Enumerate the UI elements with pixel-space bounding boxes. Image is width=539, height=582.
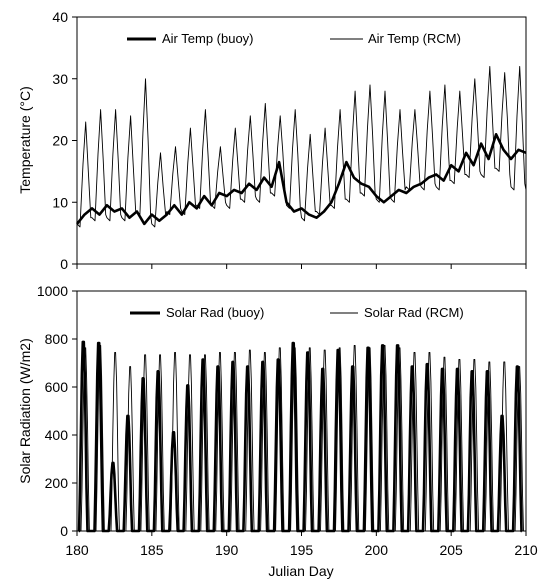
solar-y-tick-label: 0 [60,523,68,539]
legend-label-air-temp-rcm: Air Temp (RCM) [368,31,461,46]
solar-x-tick-label: 200 [365,542,389,558]
solar-y-axis-title: Solar Radiation (W/m2) [17,338,33,484]
legend-label-solar-rad-buoy: Solar Rad (buoy) [166,305,264,320]
solar-x-tick-label: 210 [514,542,538,558]
temperature-series-air-temp-buoy-line [75,133,527,226]
legend-label-air-temp-buoy: Air Temp (buoy) [162,31,254,46]
solar-x-tick-label: 190 [215,542,239,558]
temperature-y-tick-label: 0 [60,256,68,272]
solar-series-solar-rad-rcm-line [80,344,524,532]
solar-y-tick-label: 400 [45,427,69,443]
solar-y-tick-label: 600 [45,379,69,395]
temperature-series-air-temp-rcm-line [76,65,527,228]
solar-x-tick-label: 195 [290,542,314,558]
temperature-y-tick-label: 30 [52,71,68,87]
temperature-chart: Temperature (°C) 0 10 20 30 40 Air Temp (buo… [17,9,527,272]
temperature-plot-frame [76,16,527,265]
solar-y-tick-label: 1000 [37,283,68,299]
solar-legend: Solar Rad (buoy) Solar Rad (RCM) [130,305,464,320]
solar-x-tick-label: 205 [439,542,463,558]
temperature-y-tick-label: 20 [52,133,68,149]
solar-radiation-chart: Solar Radiation (W/m2) Julian Day 0 200 40… [17,283,538,579]
legend-label-solar-rad-rcm: Solar Rad (RCM) [364,305,464,320]
temperature-y-tick-label: 40 [52,9,68,25]
solar-x-tick-label: 185 [140,542,164,558]
solar-x-axis-title: Julian Day [268,563,333,579]
solar-series-solar-rad-buoy-line [77,340,523,533]
solar-y-tick-label: 800 [45,331,69,347]
temperature-y-tick-label: 10 [52,194,68,210]
solar-y-tick-label: 200 [45,475,69,491]
temperature-y-axis-title: Temperature (°C) [17,86,33,194]
temperature-legend: Air Temp (buoy) Air Temp (RCM) [127,31,461,46]
solar-x-tick-label: 180 [65,542,89,558]
